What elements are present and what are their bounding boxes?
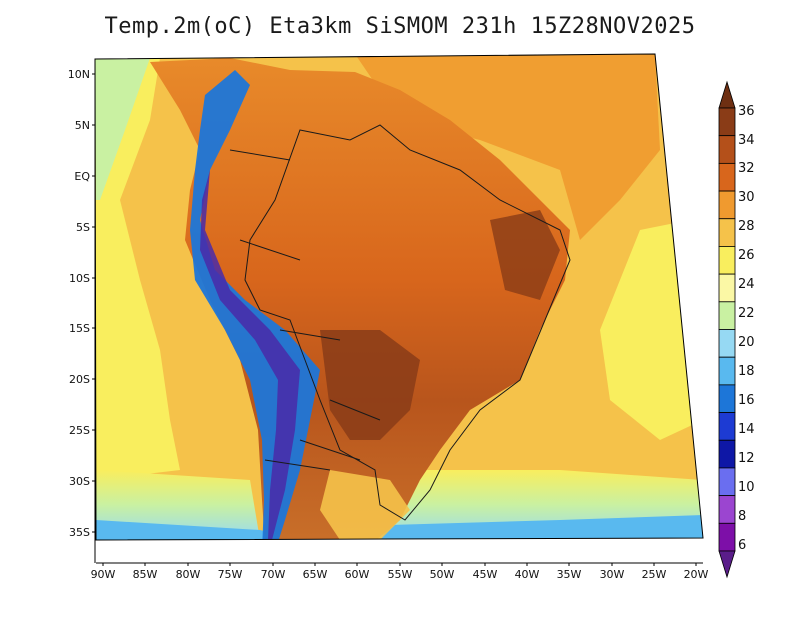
south-america-land: [150, 58, 570, 540]
colorbar-segment: [718, 273, 736, 303]
colorbar-segment: [718, 467, 736, 497]
colorbar-label: 6: [738, 538, 746, 553]
lon-label: 70W: [261, 568, 286, 581]
colorbar-label: 34: [738, 133, 755, 148]
colorbar-min-arrow: [718, 550, 736, 579]
lat-label: 25S: [69, 424, 90, 437]
colorbar-label: 32: [738, 161, 755, 176]
ocean-west-cool: [95, 58, 180, 480]
political-borders: [229, 124, 571, 521]
lon-label: 90W: [91, 568, 116, 581]
lon-label: 40W: [515, 568, 540, 581]
lon-label: 30W: [600, 568, 625, 581]
lat-label: EQ: [74, 170, 90, 183]
uruguay-pampas-cool: [320, 470, 410, 540]
colorbar-max-arrow: [718, 80, 736, 109]
colorbar-label: 30: [738, 190, 755, 205]
brazil-border: [244, 124, 571, 521]
lon-label: 50W: [430, 568, 455, 581]
lon-label: 85W: [133, 568, 158, 581]
colorbar-segment: [718, 356, 736, 386]
colorbar-label: 20: [738, 335, 755, 350]
lat-label: 5S: [76, 221, 90, 234]
colorbar-segment: [718, 329, 736, 358]
lon-label: 35W: [557, 568, 582, 581]
lat-label: 35S: [69, 526, 90, 539]
lat-label: 10S: [69, 272, 90, 285]
colorbar-label: 26: [738, 248, 755, 263]
colorbar-label: 36: [738, 104, 755, 119]
colorbar-segment: [718, 246, 736, 275]
andes-cold-peaks: [200, 170, 300, 540]
colorbar-segment: [718, 412, 736, 441]
colorbar-segment: [718, 522, 736, 552]
lat-label: 10N: [68, 68, 90, 81]
ocean-far-south-blue: [96, 515, 703, 540]
colorbar-segment: [718, 218, 736, 247]
lon-label: 25W: [642, 568, 667, 581]
lon-label: 80W: [176, 568, 201, 581]
colorbar-segment: [718, 495, 736, 524]
map-frame: [94, 53, 704, 541]
lon-label: 60W: [345, 568, 370, 581]
colorbar-segment: [718, 301, 736, 330]
interior-hot-region: [320, 330, 420, 440]
colorbar-label: 10: [738, 480, 755, 495]
map-domain: [95, 54, 703, 540]
lon-label: 45W: [473, 568, 498, 581]
northeast-hot-region: [490, 210, 560, 300]
country-borders: [229, 149, 381, 471]
lon-label: 75W: [218, 568, 243, 581]
colorbar-segment: [718, 190, 736, 220]
colorbar-label: 18: [738, 364, 755, 379]
longitude-ticks: [102, 563, 697, 566]
colorbar-labels: 36 34 32 30 28 26 24 22 20 18 16 14 12 1…: [738, 104, 755, 553]
lon-label: 55W: [388, 568, 413, 581]
colorbar-segment: [718, 439, 736, 469]
colorbar-label: 28: [738, 219, 755, 234]
ocean-warm-band: [355, 54, 660, 240]
colorbar-label: 14: [738, 422, 755, 437]
map-title: Temp.2m(oC) Eta3km SiSMOM 231h 15Z28NOV2…: [104, 14, 696, 39]
ocean-northwest-green: [95, 58, 150, 200]
colorbar-label: 24: [738, 277, 755, 292]
longitude-axis: 90W 85W 80W 75W 70W 65W 60W 55W 50W 45W …: [91, 568, 709, 581]
lat-label: 15S: [69, 322, 90, 335]
lon-label: 20W: [684, 568, 709, 581]
lat-label: 20S: [69, 373, 90, 386]
latitude-ticks: [92, 73, 95, 533]
colorbar: [718, 80, 736, 579]
colorbar-segment: [718, 162, 736, 192]
latitude-axis: 10N 5N EQ 5S 10S 15S 20S 25S 30S 35S: [68, 68, 91, 539]
lat-label: 30S: [69, 475, 90, 488]
colorbar-label: 22: [738, 306, 755, 321]
colorbar-segment: [718, 135, 736, 164]
colorbar-label: 12: [738, 451, 755, 466]
lon-label: 65W: [303, 568, 328, 581]
colorbar-label: 16: [738, 393, 755, 408]
colorbar-segment: [718, 384, 736, 413]
lat-label: 5N: [75, 119, 90, 132]
colorbar-label: 8: [738, 509, 746, 524]
colorbar-segment: [718, 107, 736, 137]
